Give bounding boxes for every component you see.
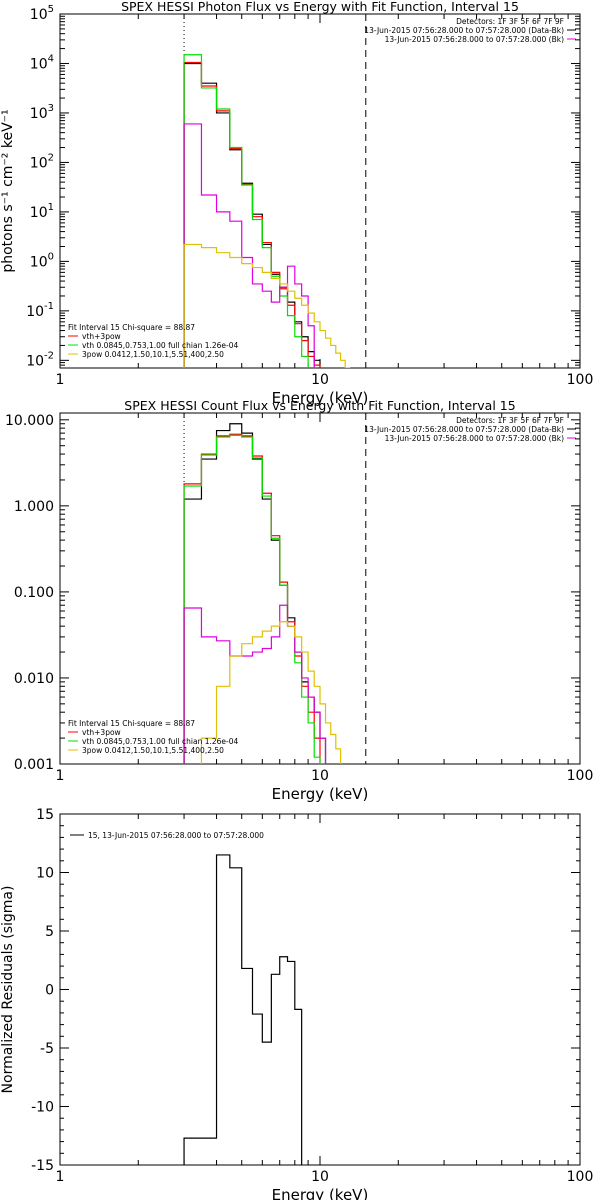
- count-flux-y-tick-label: 0.001: [14, 757, 54, 773]
- count-flux-x-axis-label: Energy (keV): [272, 785, 369, 803]
- count-flux-legend-text: vth 0.0845,0.753,1.00 full chian 1.26e-0…: [82, 737, 239, 746]
- residuals-legend-text: 15, 13-Jun-2015 07:56:28.000 to 07:57:28…: [88, 831, 264, 840]
- photon-flux-y-tick-exponent: 2: [48, 152, 54, 163]
- photon-flux-y-tick-label: 10-1: [26, 301, 54, 320]
- photon-flux-title: SPEX HESSI Photon Flux vs Energy with Fi…: [121, 0, 519, 14]
- count-flux-legend-text: 13-Jun-2015 07:56:28.000 to 07:57:28.000…: [364, 425, 564, 434]
- photon-flux-y-tick-base: 10: [26, 353, 44, 369]
- residuals-x-axis-label: Energy (keV): [272, 1186, 369, 1200]
- residuals-y-tick-label: 10: [36, 866, 54, 882]
- count-flux-y-tick-label: 0.010: [14, 671, 54, 687]
- photon-flux-legend-text: 13-Jun-2015 07:56:28.000 to 07:57:28.000…: [364, 26, 564, 35]
- photon-flux-y-tick-exponent: 3: [48, 103, 54, 114]
- count-flux-x-tick-label: 10: [311, 768, 329, 784]
- photon-flux-legend-text: 3pow 0.0412,1.50,10.1,5.51,400,2.50: [82, 350, 224, 359]
- count-flux-legend-text: Detectors: 1F 3F 5F 6F 7F 9F: [456, 416, 564, 425]
- photon-flux-y-tick-label: 104: [30, 53, 54, 72]
- residuals-x-tick-label: 1: [56, 1169, 65, 1185]
- residuals-y-tick-label: -10: [31, 1100, 54, 1116]
- count-flux-power-law-component-series: [200, 621, 342, 764]
- count-flux-total-fit-series: [183, 433, 327, 764]
- residuals-x-tick-label: 10: [311, 1169, 329, 1185]
- count-flux-series-group: [183, 423, 342, 764]
- photon-flux-y-tick-label: 100: [30, 251, 54, 270]
- count-flux-legend-text: Fit Interval 15 Chi-square = 88.87: [68, 719, 195, 728]
- photon-flux-y-tick-exponent: 1: [48, 202, 54, 213]
- photon-flux-y-tick-label: 101: [30, 202, 54, 221]
- photon-flux-thermal-component-series: [183, 54, 309, 368]
- residuals-y-tick-label: -15: [31, 1158, 54, 1174]
- photon-flux-x-tick-label: 100: [567, 372, 594, 388]
- photon-flux-y-tick-exponent: 0: [48, 251, 54, 262]
- photon-flux-y-tick-base: 10: [30, 7, 48, 23]
- photon-flux-legend-text: 13-Jun-2015 07:56:28.000 to 07:57:28.000…: [385, 35, 564, 44]
- residuals-x-tick-label: 100: [567, 1169, 594, 1185]
- count-flux-y-tick-label: 0.100: [14, 585, 54, 601]
- photon-flux-power-law-component-series: [183, 243, 351, 368]
- residuals-y-tick-label: 5: [45, 924, 54, 940]
- photon-flux-x-tick-label: 1: [56, 372, 65, 388]
- residuals-residual-series: [183, 854, 303, 1165]
- residuals-series-group: [183, 854, 303, 1165]
- count-flux-legend-text: vth+3pow: [82, 728, 121, 737]
- photon-flux-y-tick-label: 103: [30, 103, 54, 122]
- photon-flux-legend-text: Fit Interval 15 Chi-square = 88.87: [68, 323, 195, 332]
- photon-flux-legend-text: vth+3pow: [82, 332, 121, 341]
- photon-flux-plot-frame: [59, 13, 581, 369]
- count-flux-y-tick-label: 10.000: [5, 413, 54, 429]
- photon-flux-y-tick-exponent: 4: [48, 53, 54, 64]
- photon-flux-background-series: [183, 123, 315, 368]
- photon-flux-y-axis-label: photons s⁻¹ cm⁻² keV⁻¹: [0, 109, 16, 272]
- count-flux-legend-text: 3pow 0.0412,1.50,10.1,5.51,400,2.50: [82, 746, 224, 755]
- count-flux-y-tick-label: 1.000: [14, 499, 54, 515]
- count-flux-background-series: [183, 604, 327, 764]
- photon-flux-y-tick-base: 10: [26, 304, 44, 320]
- photon-flux-y-tick-label: 105: [30, 4, 54, 23]
- photon-flux-x-tick-label: 10: [311, 372, 329, 388]
- residuals-y-tick-label: 0: [45, 983, 54, 999]
- photon-flux-y-tick-label: 10-2: [26, 350, 54, 369]
- photon-flux-y-tick-base: 10: [30, 254, 48, 270]
- photon-flux-y-tick-base: 10: [30, 56, 48, 72]
- count-flux-title: SPEX HESSI Count Flux vs Energy with Fit…: [124, 398, 515, 413]
- photon-flux-y-tick-exponent: -2: [44, 350, 54, 361]
- count-flux-plot-frame: [59, 412, 581, 765]
- count-flux-x-tick-label: 1: [56, 768, 65, 784]
- photon-flux-y-tick-exponent: -1: [44, 301, 54, 312]
- count-flux-x-tick-label: 100: [567, 768, 594, 784]
- residuals-y-axis-label: Normalized Residuals (sigma): [0, 886, 16, 1094]
- count-flux-data-minus-background-series: [183, 423, 327, 764]
- photon-flux-series-group: [183, 54, 351, 368]
- count-flux-thermal-component-series: [183, 434, 321, 764]
- photon-flux-y-tick-base: 10: [30, 205, 48, 221]
- count-flux-legend-text: 13-Jun-2015 07:56:28.000 to 07:57:28.000…: [385, 434, 564, 443]
- photon-flux-y-tick-label: 102: [30, 152, 54, 171]
- residuals-plot-frame: [59, 813, 581, 1166]
- photon-flux-x-axis-label: Energy (keV): [272, 389, 369, 407]
- residuals-chart: 1 10 100 -15 -10 -5 0 5 10 15 Energy (keV) Normaliz…: [0, 807, 593, 1200]
- photon-flux-y-tick-base: 10: [30, 155, 48, 171]
- residuals-y-tick-label: -5: [40, 1041, 54, 1057]
- photon-flux-legend-text: vth 0.0845,0.753,1.00 full chian 1.26e-0…: [82, 341, 239, 350]
- photon-flux-y-tick-base: 10: [30, 106, 48, 122]
- photon-flux-legend-text: Detectors: 1F 3F 5F 6F 7F 9F: [456, 17, 564, 26]
- residuals-y-tick-label: 15: [36, 807, 54, 823]
- photon-flux-y-tick-exponent: 5: [48, 4, 54, 15]
- count-flux-chart: 1 10 100 0.001 0.010 0.100 1.000 10.000 SPEX HES…: [5, 398, 593, 803]
